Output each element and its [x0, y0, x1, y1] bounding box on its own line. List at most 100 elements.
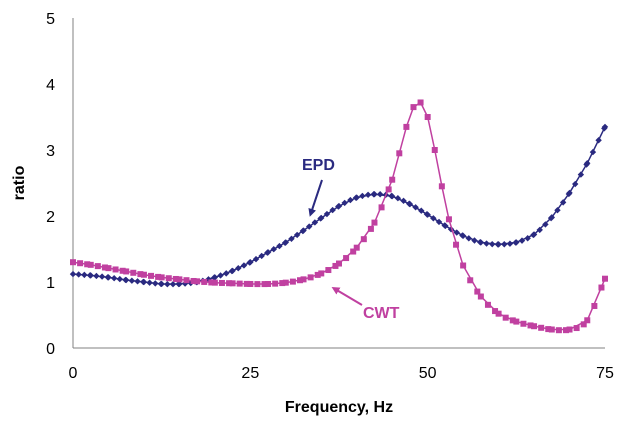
annotation-epd: EPD [302, 157, 335, 174]
data-point-epd [158, 280, 165, 288]
data-point-epd [105, 274, 112, 281]
data-point-epd [530, 231, 538, 238]
data-point-cwt [403, 123, 410, 130]
y-tick-label: 3 [46, 143, 55, 160]
data-point-epd [140, 278, 148, 286]
data-point-cwt [545, 326, 552, 333]
data-point-epd [572, 180, 579, 188]
x-tick-label: 0 [69, 365, 78, 382]
data-point-cwt [555, 327, 562, 334]
y-tick-label: 5 [46, 11, 55, 28]
data-point-cwt [254, 281, 261, 288]
data-point-epd [288, 235, 295, 242]
data-point-cwt [119, 267, 126, 274]
data-point-epd [318, 214, 325, 222]
data-point-cwt [527, 322, 534, 329]
data-point-cwt [445, 216, 452, 223]
data-point-cwt [502, 314, 509, 321]
data-point-epd [376, 191, 384, 198]
data-point-cwt [296, 277, 303, 284]
data-point-epd [176, 280, 183, 288]
data-point-cwt [300, 276, 307, 283]
data-point-cwt [218, 279, 225, 286]
data-point-cwt [318, 270, 325, 277]
data-point-cwt [580, 321, 587, 328]
data-point-epd [235, 265, 242, 272]
data-point-epd [435, 218, 443, 226]
data-point-cwt [396, 150, 403, 157]
data-point-epd [223, 270, 230, 277]
data-point-cwt [453, 241, 460, 248]
data-point-cwt [573, 325, 580, 332]
data-point-epd [169, 281, 177, 288]
data-point-cwt [176, 276, 183, 283]
data-point-cwt [431, 147, 438, 153]
data-point-cwt [591, 302, 598, 309]
data-point-cwt [77, 260, 84, 267]
data-point-epd [453, 229, 460, 236]
data-point-cwt [190, 277, 197, 284]
data-point-cwt [265, 280, 272, 287]
data-point-epd [323, 210, 331, 218]
data-point-epd [306, 223, 313, 230]
data-point-cwt [289, 278, 296, 285]
data-point-epd [81, 271, 88, 279]
data-point-cwt [137, 271, 144, 278]
data-point-epd [471, 237, 478, 244]
data-point-cwt [282, 279, 289, 286]
data-point-epd [110, 274, 118, 282]
annotation-cwt-arrow [331, 286, 363, 306]
data-point-cwt [158, 274, 165, 281]
data-point-cwt [247, 280, 254, 287]
data-point-epd [584, 160, 591, 167]
data-point-cwt [350, 248, 357, 255]
data-point-cwt [353, 244, 360, 251]
data-point-epd [554, 207, 561, 214]
data-point-cwt [562, 327, 569, 334]
data-point-cwt [378, 204, 385, 211]
data-point-cwt [165, 275, 172, 282]
data-point-epd [601, 123, 609, 131]
data-point-cwt [531, 323, 538, 330]
data-point-cwt [495, 310, 502, 317]
data-point-epd [371, 191, 378, 198]
y-tick-label: 0 [46, 341, 55, 358]
data-point-cwt [566, 326, 573, 333]
x-tick-labels: 0 25 50 75 [69, 365, 614, 382]
data-point-cwt [343, 255, 350, 262]
data-point-cwt [513, 318, 520, 325]
y-tick-label: 2 [46, 209, 55, 226]
data-point-epd [430, 215, 437, 222]
data-point-epd [98, 273, 106, 280]
data-point-epd [211, 274, 219, 281]
data-point-cwt [484, 301, 491, 308]
data-point-epd [489, 240, 496, 248]
data-point-epd [412, 204, 419, 211]
data-point-epd [465, 235, 473, 242]
x-tick-label: 25 [241, 365, 259, 382]
data-point-epd [353, 194, 360, 201]
data-point-epd [247, 259, 254, 266]
data-point-cwt [261, 281, 268, 288]
data-point-cwt [105, 265, 112, 272]
data-point-epd [128, 277, 136, 284]
data-point-cwt [84, 261, 91, 268]
data-point-cwt [172, 275, 179, 282]
data-point-epd [495, 241, 502, 248]
data-point-epd [442, 222, 449, 230]
data-point-cwt [148, 272, 155, 279]
data-point-cwt [602, 275, 608, 282]
data-point-epd [282, 239, 289, 246]
data-point-cwt [584, 317, 591, 324]
data-point-epd [424, 211, 431, 218]
data-point-epd [152, 280, 159, 287]
series-epd [69, 123, 609, 288]
data-point-epd [87, 272, 94, 279]
data-point-cwt [70, 259, 76, 266]
data-point-epd [589, 148, 597, 156]
data-point-epd [400, 197, 407, 205]
data-point-epd [146, 279, 153, 286]
data-point-epd [164, 280, 171, 288]
data-point-epd [359, 192, 366, 200]
